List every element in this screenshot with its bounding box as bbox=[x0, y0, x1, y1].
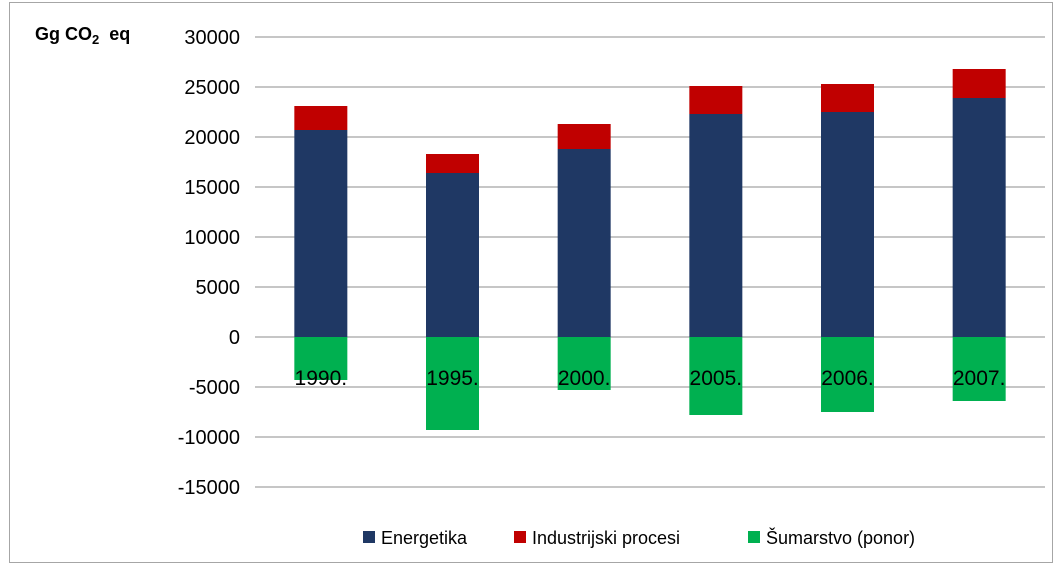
legend-item: Industrijski procesi bbox=[514, 528, 680, 548]
x-category-label: 2000. bbox=[558, 367, 611, 390]
y-tick-label: -5000 bbox=[189, 377, 240, 399]
x-category-label: 2005. bbox=[690, 367, 743, 390]
bar-segment bbox=[689, 114, 743, 337]
bar-segment bbox=[294, 106, 348, 130]
x-category-label: 2007. bbox=[953, 367, 1006, 390]
bar-segment bbox=[426, 154, 479, 173]
legend-label: Šumarstvo (ponor) bbox=[766, 527, 915, 548]
chart-frame bbox=[9, 2, 1053, 563]
y-tick-label: 10000 bbox=[184, 227, 240, 249]
legend-item: Šumarstvo (ponor) bbox=[748, 527, 915, 548]
x-category-label: 2006. bbox=[821, 367, 874, 390]
legend-label: Energetika bbox=[381, 528, 468, 548]
legend-label: Industrijski procesi bbox=[532, 528, 680, 548]
bars bbox=[294, 69, 1006, 430]
bar-segment bbox=[426, 337, 479, 430]
bar-segment bbox=[821, 337, 874, 412]
bar-segment bbox=[952, 98, 1006, 337]
legend: Energetika Industrijski procesi Šumarstvo … bbox=[363, 527, 915, 548]
y-axis-ticks: 30000 25000 20000 15000 10000 5000 0 -5000 -1000… bbox=[178, 27, 240, 499]
y-tick-label: 0 bbox=[229, 327, 240, 349]
bar-segment bbox=[557, 124, 611, 149]
y-tick-label: 15000 bbox=[184, 177, 240, 199]
y-tick-label: -10000 bbox=[178, 427, 240, 449]
y-tick-label: -15000 bbox=[178, 477, 240, 499]
x-category-label: 1990. bbox=[295, 367, 348, 390]
unit-suffix: eq bbox=[99, 24, 130, 44]
y-tick-label: 20000 bbox=[184, 127, 240, 149]
y-tick-label: 25000 bbox=[184, 77, 240, 99]
bar-segment bbox=[821, 84, 874, 112]
y-tick-label: 5000 bbox=[196, 277, 241, 299]
legend-item: Energetika bbox=[363, 528, 468, 548]
unit-subscript: 2 bbox=[92, 32, 99, 47]
bar-segment bbox=[952, 337, 1006, 401]
bar-segment bbox=[821, 112, 874, 337]
y-axis-unit-label: Gg CO2 eq bbox=[35, 24, 130, 47]
legend-swatch bbox=[748, 531, 760, 543]
category-labels: 1990. 1995. 2000. 2005. 2006. 2007. bbox=[295, 367, 1006, 390]
bar-segment bbox=[426, 173, 479, 337]
bar-segment bbox=[557, 149, 611, 337]
bar-segment bbox=[952, 69, 1006, 98]
bar-segment bbox=[294, 337, 348, 380]
bar-segment bbox=[294, 130, 348, 337]
unit-main: Gg CO bbox=[35, 24, 92, 44]
bar-segment bbox=[557, 337, 611, 390]
y-tick-label: 30000 bbox=[184, 27, 240, 49]
bar-segment bbox=[689, 86, 743, 114]
legend-swatch bbox=[514, 531, 526, 543]
gridlines bbox=[255, 36, 1045, 488]
legend-swatch bbox=[363, 531, 375, 543]
bar-segment bbox=[689, 337, 743, 415]
x-category-label: 1995. bbox=[426, 367, 479, 390]
